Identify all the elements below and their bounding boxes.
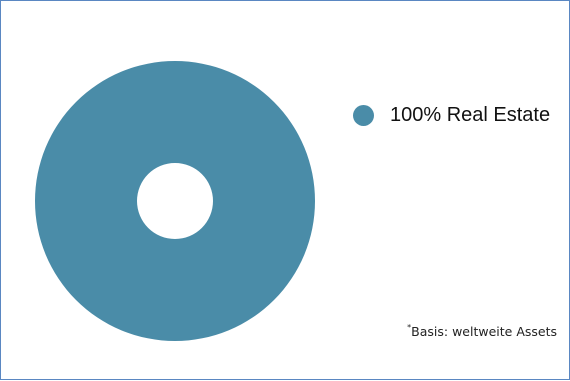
- legend: 100% Real Estate: [353, 104, 550, 127]
- footnote: *Basis: weltweite Assets: [407, 323, 557, 339]
- footnote-marker: *: [407, 323, 412, 332]
- legend-swatch-real-estate: [353, 105, 374, 126]
- donut-chart: [35, 61, 315, 341]
- footnote-text: Basis: weltweite Assets: [411, 324, 557, 339]
- donut-slice-100-real-estate: [35, 61, 315, 341]
- legend-label-real-estate: 100% Real Estate: [390, 104, 551, 126]
